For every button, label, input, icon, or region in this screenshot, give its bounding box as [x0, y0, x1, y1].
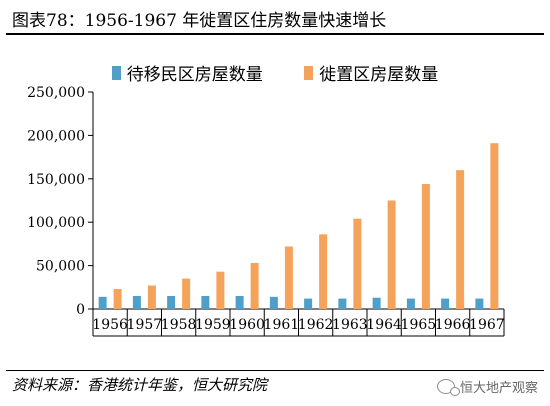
bar-series-b	[319, 234, 328, 309]
x-tick-label: 1964	[366, 317, 402, 333]
legend: 待移民区房屋数量 徙置区房屋数量	[0, 60, 550, 85]
bar-series-a	[235, 295, 244, 309]
bar-series-b	[456, 170, 465, 309]
x-tick-label: 1957	[127, 317, 163, 333]
legend-item-series-a: 待移民区房屋数量	[111, 60, 263, 85]
x-tick-label: 1958	[161, 317, 197, 333]
bar-series-b	[490, 143, 499, 309]
bar-series-a	[441, 298, 450, 309]
bar-series-b	[147, 285, 156, 309]
legend-swatch-series-a	[111, 65, 121, 80]
legend-swatch-series-b	[304, 65, 314, 80]
source-note: 资料来源：香港统计年鉴，恒大研究院	[12, 376, 268, 394]
bar-series-a	[372, 297, 381, 309]
bar-series-b	[284, 246, 293, 309]
y-tick-label: 0	[76, 302, 85, 318]
bar-series-a	[269, 296, 278, 309]
x-tick-label: 1966	[435, 317, 471, 333]
y-tick-label: 150,000	[27, 172, 85, 188]
wechat-icon	[436, 379, 460, 396]
legend-item-series-b: 徙置区房屋数量	[304, 60, 438, 85]
bar-series-b	[353, 218, 362, 309]
bar-series-b	[113, 289, 122, 309]
y-tick-label: 100,000	[27, 215, 85, 231]
x-tick-label: 1961	[264, 317, 300, 333]
bar-series-a	[201, 295, 210, 309]
legend-label-series-a: 待移民区房屋数量	[126, 65, 263, 85]
title-divider	[6, 33, 544, 35]
x-tick-label: 1956	[92, 317, 128, 333]
bar-series-b	[250, 262, 259, 309]
footer-divider	[6, 370, 544, 371]
bar-series-b	[182, 278, 191, 309]
x-tick-label: 1959	[195, 317, 231, 333]
x-tick-label: 1963	[332, 317, 368, 333]
y-tick-label: 250,000	[27, 85, 85, 101]
watermark: 恒大地产观察	[436, 377, 538, 396]
bar-series-a	[338, 298, 347, 309]
bar-series-b	[216, 271, 225, 309]
y-tick-label: 50,000	[36, 259, 85, 275]
bar-series-b	[421, 184, 430, 309]
x-tick-label: 1962	[298, 317, 334, 333]
bar-series-a	[475, 298, 484, 309]
bar-series-a	[132, 295, 141, 309]
bar-chart: 050,000100,000150,000200,000250,00019561…	[27, 85, 505, 337]
bar-series-a	[98, 296, 107, 309]
watermark-text: 恒大地产观察	[459, 381, 538, 396]
bar-series-b	[387, 200, 396, 309]
chart-title: 图表78：1956-1967 年徙置区住房数量快速增长	[12, 11, 387, 31]
x-tick-label: 1960	[229, 317, 265, 333]
x-tick-label: 1965	[401, 317, 437, 333]
y-tick-label: 200,000	[27, 128, 85, 144]
bar-series-a	[406, 298, 415, 309]
legend-label-series-b: 徙置区房屋数量	[319, 65, 439, 85]
x-tick-label: 1967	[469, 317, 505, 333]
bar-series-a	[167, 295, 176, 309]
bar-series-a	[304, 298, 313, 309]
